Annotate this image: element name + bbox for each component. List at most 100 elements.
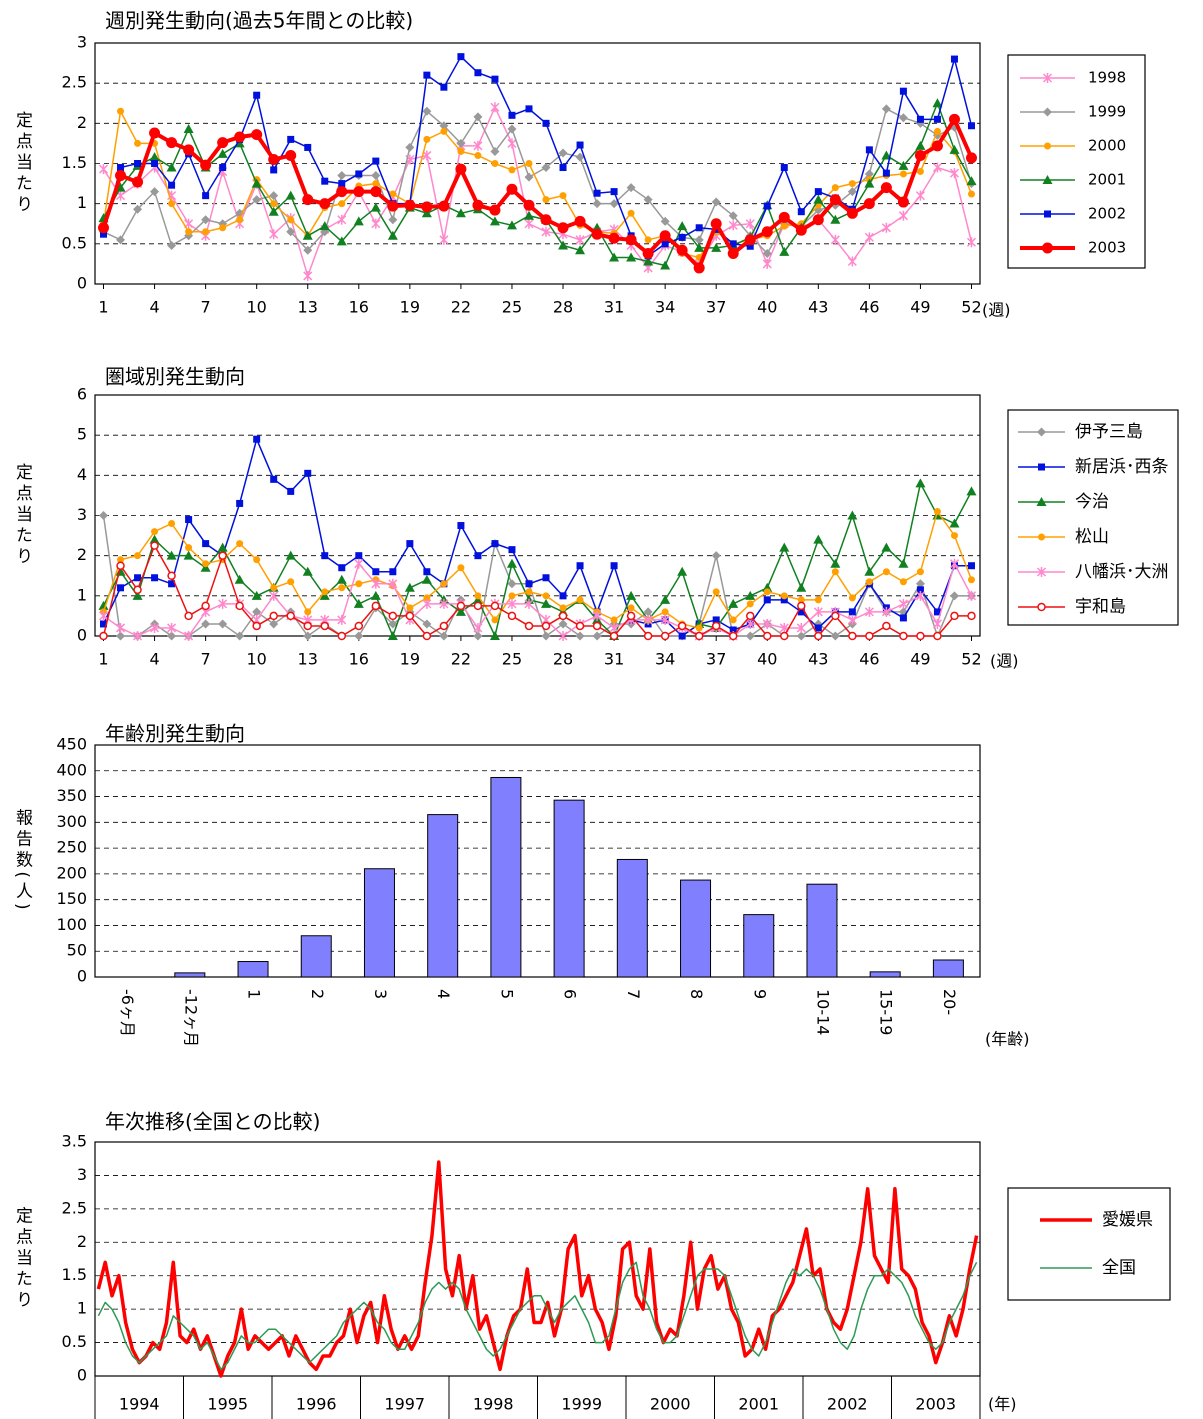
marker — [899, 170, 907, 178]
marker — [524, 621, 534, 631]
marker — [371, 218, 381, 229]
marker — [457, 147, 465, 155]
marker — [763, 631, 772, 641]
marker — [185, 516, 193, 524]
y-tick-label: 2 — [77, 545, 87, 564]
series-line — [103, 561, 973, 637]
series-line — [102, 543, 972, 638]
x-tick-label: 19 — [400, 650, 420, 669]
series-line — [102, 515, 972, 639]
marker — [864, 178, 875, 188]
marker — [865, 578, 873, 586]
marker — [336, 236, 347, 246]
y-axis-label: 報告数(人) — [12, 808, 33, 913]
marker — [405, 142, 415, 152]
marker — [1037, 602, 1046, 612]
marker — [1043, 107, 1052, 117]
marker — [338, 200, 346, 208]
marker — [541, 226, 551, 237]
x-tick-label: 10 — [247, 298, 267, 317]
y-tick-label: 0 — [77, 626, 87, 645]
marker — [592, 631, 602, 641]
marker — [558, 148, 568, 158]
marker — [473, 631, 483, 641]
marker — [507, 124, 517, 134]
marker — [542, 196, 550, 204]
y-axis-label: 定点当たり — [12, 1206, 33, 1311]
marker — [422, 150, 432, 161]
marker — [950, 532, 958, 540]
marker — [524, 218, 534, 229]
marker — [168, 580, 176, 588]
marker — [966, 237, 977, 248]
x-tick-label: 7 — [201, 650, 211, 669]
marker — [813, 194, 824, 204]
legend-label: 八幡浜･大洲 — [1075, 562, 1169, 582]
marker — [270, 475, 278, 483]
marker — [251, 129, 263, 141]
y-tick-label: 300 — [56, 812, 87, 831]
marker — [438, 200, 450, 212]
series-line — [102, 101, 973, 267]
marker — [728, 631, 738, 641]
marker — [542, 119, 550, 127]
marker — [847, 614, 857, 625]
marker — [116, 235, 126, 245]
marker — [915, 590, 925, 601]
marker — [796, 631, 806, 641]
marker — [149, 127, 161, 139]
marker — [388, 611, 398, 621]
x-tick-label: 31 — [604, 650, 624, 669]
marker — [540, 214, 552, 226]
marker — [303, 270, 313, 281]
marker — [253, 91, 261, 99]
marker — [746, 600, 754, 608]
marker — [456, 601, 466, 611]
marker — [899, 614, 907, 622]
x-tick-label: 1997 — [384, 1395, 425, 1414]
marker — [728, 220, 738, 231]
y-tick-label: 50 — [67, 941, 87, 960]
marker — [456, 138, 466, 148]
marker — [797, 601, 806, 611]
marker — [406, 540, 414, 548]
bar — [363, 868, 395, 978]
marker — [404, 199, 416, 211]
marker — [491, 616, 499, 624]
y-tick-label: 5 — [77, 425, 87, 444]
marker — [524, 598, 534, 609]
marker — [575, 245, 586, 255]
marker — [916, 568, 924, 576]
marker — [949, 558, 960, 569]
marker — [1038, 533, 1045, 541]
y-tick-label: 150 — [56, 889, 87, 908]
marker — [592, 610, 602, 621]
marker — [966, 590, 977, 601]
marker — [897, 196, 909, 208]
marker — [474, 552, 482, 560]
marker — [898, 558, 909, 568]
marker — [677, 221, 688, 231]
marker — [525, 588, 533, 596]
marker — [864, 606, 874, 617]
marker — [591, 228, 603, 240]
marker — [557, 222, 569, 234]
x-tick-label: 19 — [400, 298, 420, 317]
x-tick-label: 7 — [624, 989, 643, 999]
marker — [489, 631, 500, 640]
marker — [558, 240, 569, 250]
bar — [743, 914, 775, 978]
marker — [830, 234, 840, 245]
marker — [133, 585, 142, 595]
marker — [184, 631, 194, 641]
marker — [149, 152, 160, 162]
marker — [626, 252, 637, 262]
series-line — [102, 509, 973, 629]
marker — [881, 222, 891, 233]
y-tick-label: 6 — [77, 385, 87, 404]
x-tick-label: 13 — [298, 298, 318, 317]
marker — [303, 245, 313, 255]
marker — [745, 218, 755, 229]
marker — [745, 618, 755, 629]
marker — [830, 631, 840, 641]
